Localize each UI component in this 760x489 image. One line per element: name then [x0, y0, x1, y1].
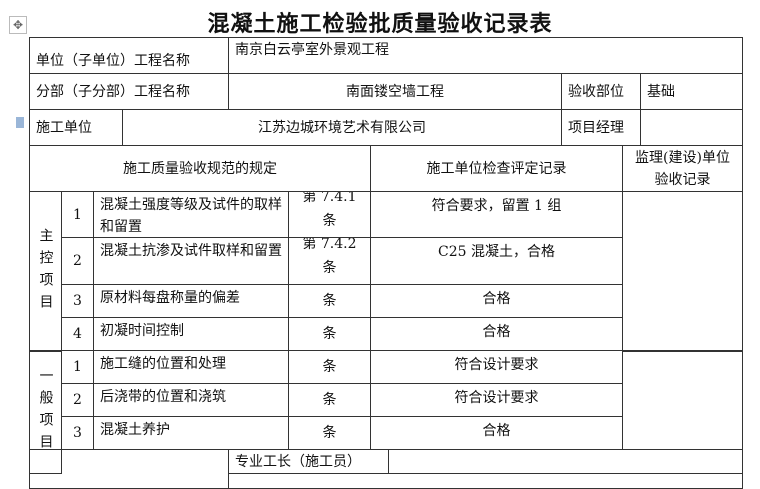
row-item: 后浇带的位置和浇筑 [93, 383, 289, 417]
row-item: 原材料每盘称量的偏差 [93, 284, 289, 318]
row-clause: 第 7.4.2 条 [288, 237, 371, 285]
row-number: 3 [61, 284, 94, 318]
main-supervisor-cell [622, 191, 743, 352]
general-supervisor-cell [622, 350, 743, 450]
row-result: 合格 [370, 284, 623, 318]
header-spec: 施工质量验收规范的规定 [29, 145, 371, 192]
row-item: 施工缝的位置和处理 [93, 350, 289, 384]
row-number: 3 [61, 416, 94, 450]
unit-value: 南京白云亭室外景观工程 [228, 37, 743, 74]
manager-label: 项目经理 [561, 109, 641, 146]
row-result: 符合设计要求 [370, 383, 623, 417]
row-result: C25 混凝土，合格 [370, 237, 623, 285]
row-clause: 第 7.4.7 条 [288, 416, 371, 450]
row-result: 符合要求，留置 1 组 [370, 191, 623, 238]
row-item: 混凝土抗渗及试件取样和留置 [93, 237, 289, 285]
row-number: 1 [61, 350, 94, 384]
header-record: 施工单位检查评定记录 [370, 145, 623, 192]
row-result: 符合设计要求 [370, 350, 623, 384]
row-number: 1 [61, 191, 94, 238]
row-number: 2 [61, 237, 94, 285]
document-icon [16, 117, 24, 128]
footer-left-cell [29, 449, 229, 489]
footer-row [228, 473, 743, 489]
row-clause: 第 7.4.1 条 [288, 191, 371, 238]
foreman-label: 专业工长（施工员） [228, 449, 389, 474]
contractor-label: 施工单位 [29, 109, 123, 146]
row-item: 混凝土养护 [93, 416, 289, 450]
header-supervisor: 监理(建设)单位验收记录 [622, 145, 743, 192]
sub-value: 南面镂空墙工程 [228, 73, 562, 110]
part-value: 基础 [640, 73, 743, 110]
foreman-value [388, 449, 743, 474]
table-move-handle-icon[interactable]: ✥ [9, 16, 27, 34]
row-number: 2 [61, 383, 94, 417]
page-title: 混凝土施工检验批质量验收记录表 [207, 12, 553, 37]
row-clause: 第 7.4.4 条 [288, 317, 371, 351]
unit-label: 单位（子单位）工程名称 [29, 37, 229, 74]
part-label: 验收部位 [561, 73, 641, 110]
row-item: 初凝时间控制 [93, 317, 289, 351]
row-item: 混凝土强度等级及试件的取样和留置 [93, 191, 289, 238]
row-result: 合格 [370, 416, 623, 450]
row-result: 合格 [370, 317, 623, 351]
contractor-value: 江苏边城环境艺术有限公司 [122, 109, 562, 146]
row-number: 4 [61, 317, 94, 351]
row-clause: 第 7.4.6 条 [288, 383, 371, 417]
manager-value [640, 109, 743, 146]
main-group-label: 主控项目 [29, 191, 62, 352]
row-clause: 第 7.4.5 条 [288, 350, 371, 384]
sub-label: 分部（子分部）工程名称 [29, 73, 229, 110]
row-clause: 第 7.4.3 条 [288, 284, 371, 318]
